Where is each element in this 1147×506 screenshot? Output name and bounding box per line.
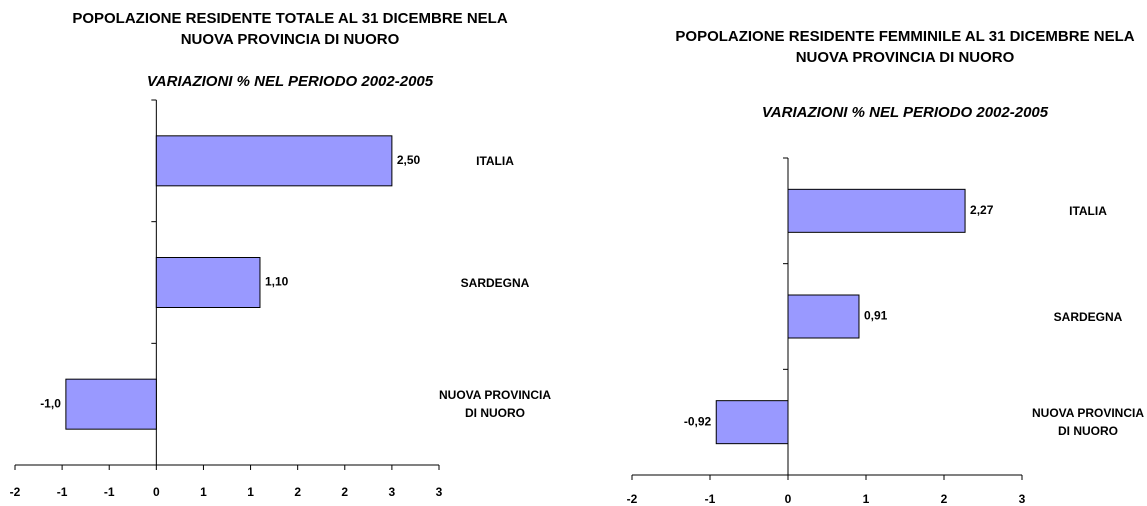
value-label: 0,91 [864, 309, 888, 323]
value-label: -1,0 [40, 396, 61, 410]
x-tick-label: 3 [436, 485, 443, 499]
x-tick-label: -1 [104, 485, 115, 499]
bar [787, 294, 860, 339]
category-label: NUOVA PROVINCIA DI NUORO [438, 388, 551, 421]
category-label: ITALIA [476, 153, 514, 168]
x-tick-label: -2 [627, 492, 638, 506]
value-label: -0,92 [684, 414, 712, 428]
x-tick-label: 1 [200, 485, 207, 499]
bar [155, 257, 261, 308]
x-tick-label: -1 [705, 492, 716, 506]
x-tick-label: -1 [57, 485, 68, 499]
chart-subtitle: VARIAZIONI % NEL PERIODO 2002-2005 [146, 73, 434, 90]
category-label: SARDEGNA [1053, 309, 1123, 324]
x-tick-label: 0 [153, 485, 160, 499]
x-tick-label: 2 [341, 485, 348, 499]
x-tick-label: 2 [941, 492, 948, 506]
x-tick-label: 3 [1019, 492, 1026, 506]
value-label: 2,50 [397, 153, 421, 167]
bar [715, 400, 789, 445]
chart-subtitle: VARIAZIONI % NEL PERIODO 2002-2005 [761, 104, 1049, 121]
x-tick-label: -2 [10, 485, 21, 499]
x-tick-label: 2 [294, 485, 301, 499]
category-label: NUOVA PROVINCIA DI NUORO [1032, 406, 1145, 439]
chart-title: POPOLAZIONE RESIDENTE FEMMINILE AL 31 DI… [675, 28, 1135, 66]
bar [155, 135, 393, 187]
x-tick-label: 1 [247, 485, 254, 499]
value-label: 1,10 [265, 275, 289, 289]
bar [65, 378, 157, 430]
category-label: SARDEGNA [460, 275, 530, 290]
x-tick-label: 0 [785, 492, 792, 506]
chart-title: POPOLAZIONE RESIDENTE TOTALE AL 31 DICEM… [72, 10, 508, 48]
x-tick-label: 1 [863, 492, 870, 506]
x-tick-label: 3 [389, 485, 396, 499]
category-label: ITALIA [1069, 203, 1107, 218]
bar [787, 188, 966, 233]
value-label: 2,27 [970, 203, 994, 217]
